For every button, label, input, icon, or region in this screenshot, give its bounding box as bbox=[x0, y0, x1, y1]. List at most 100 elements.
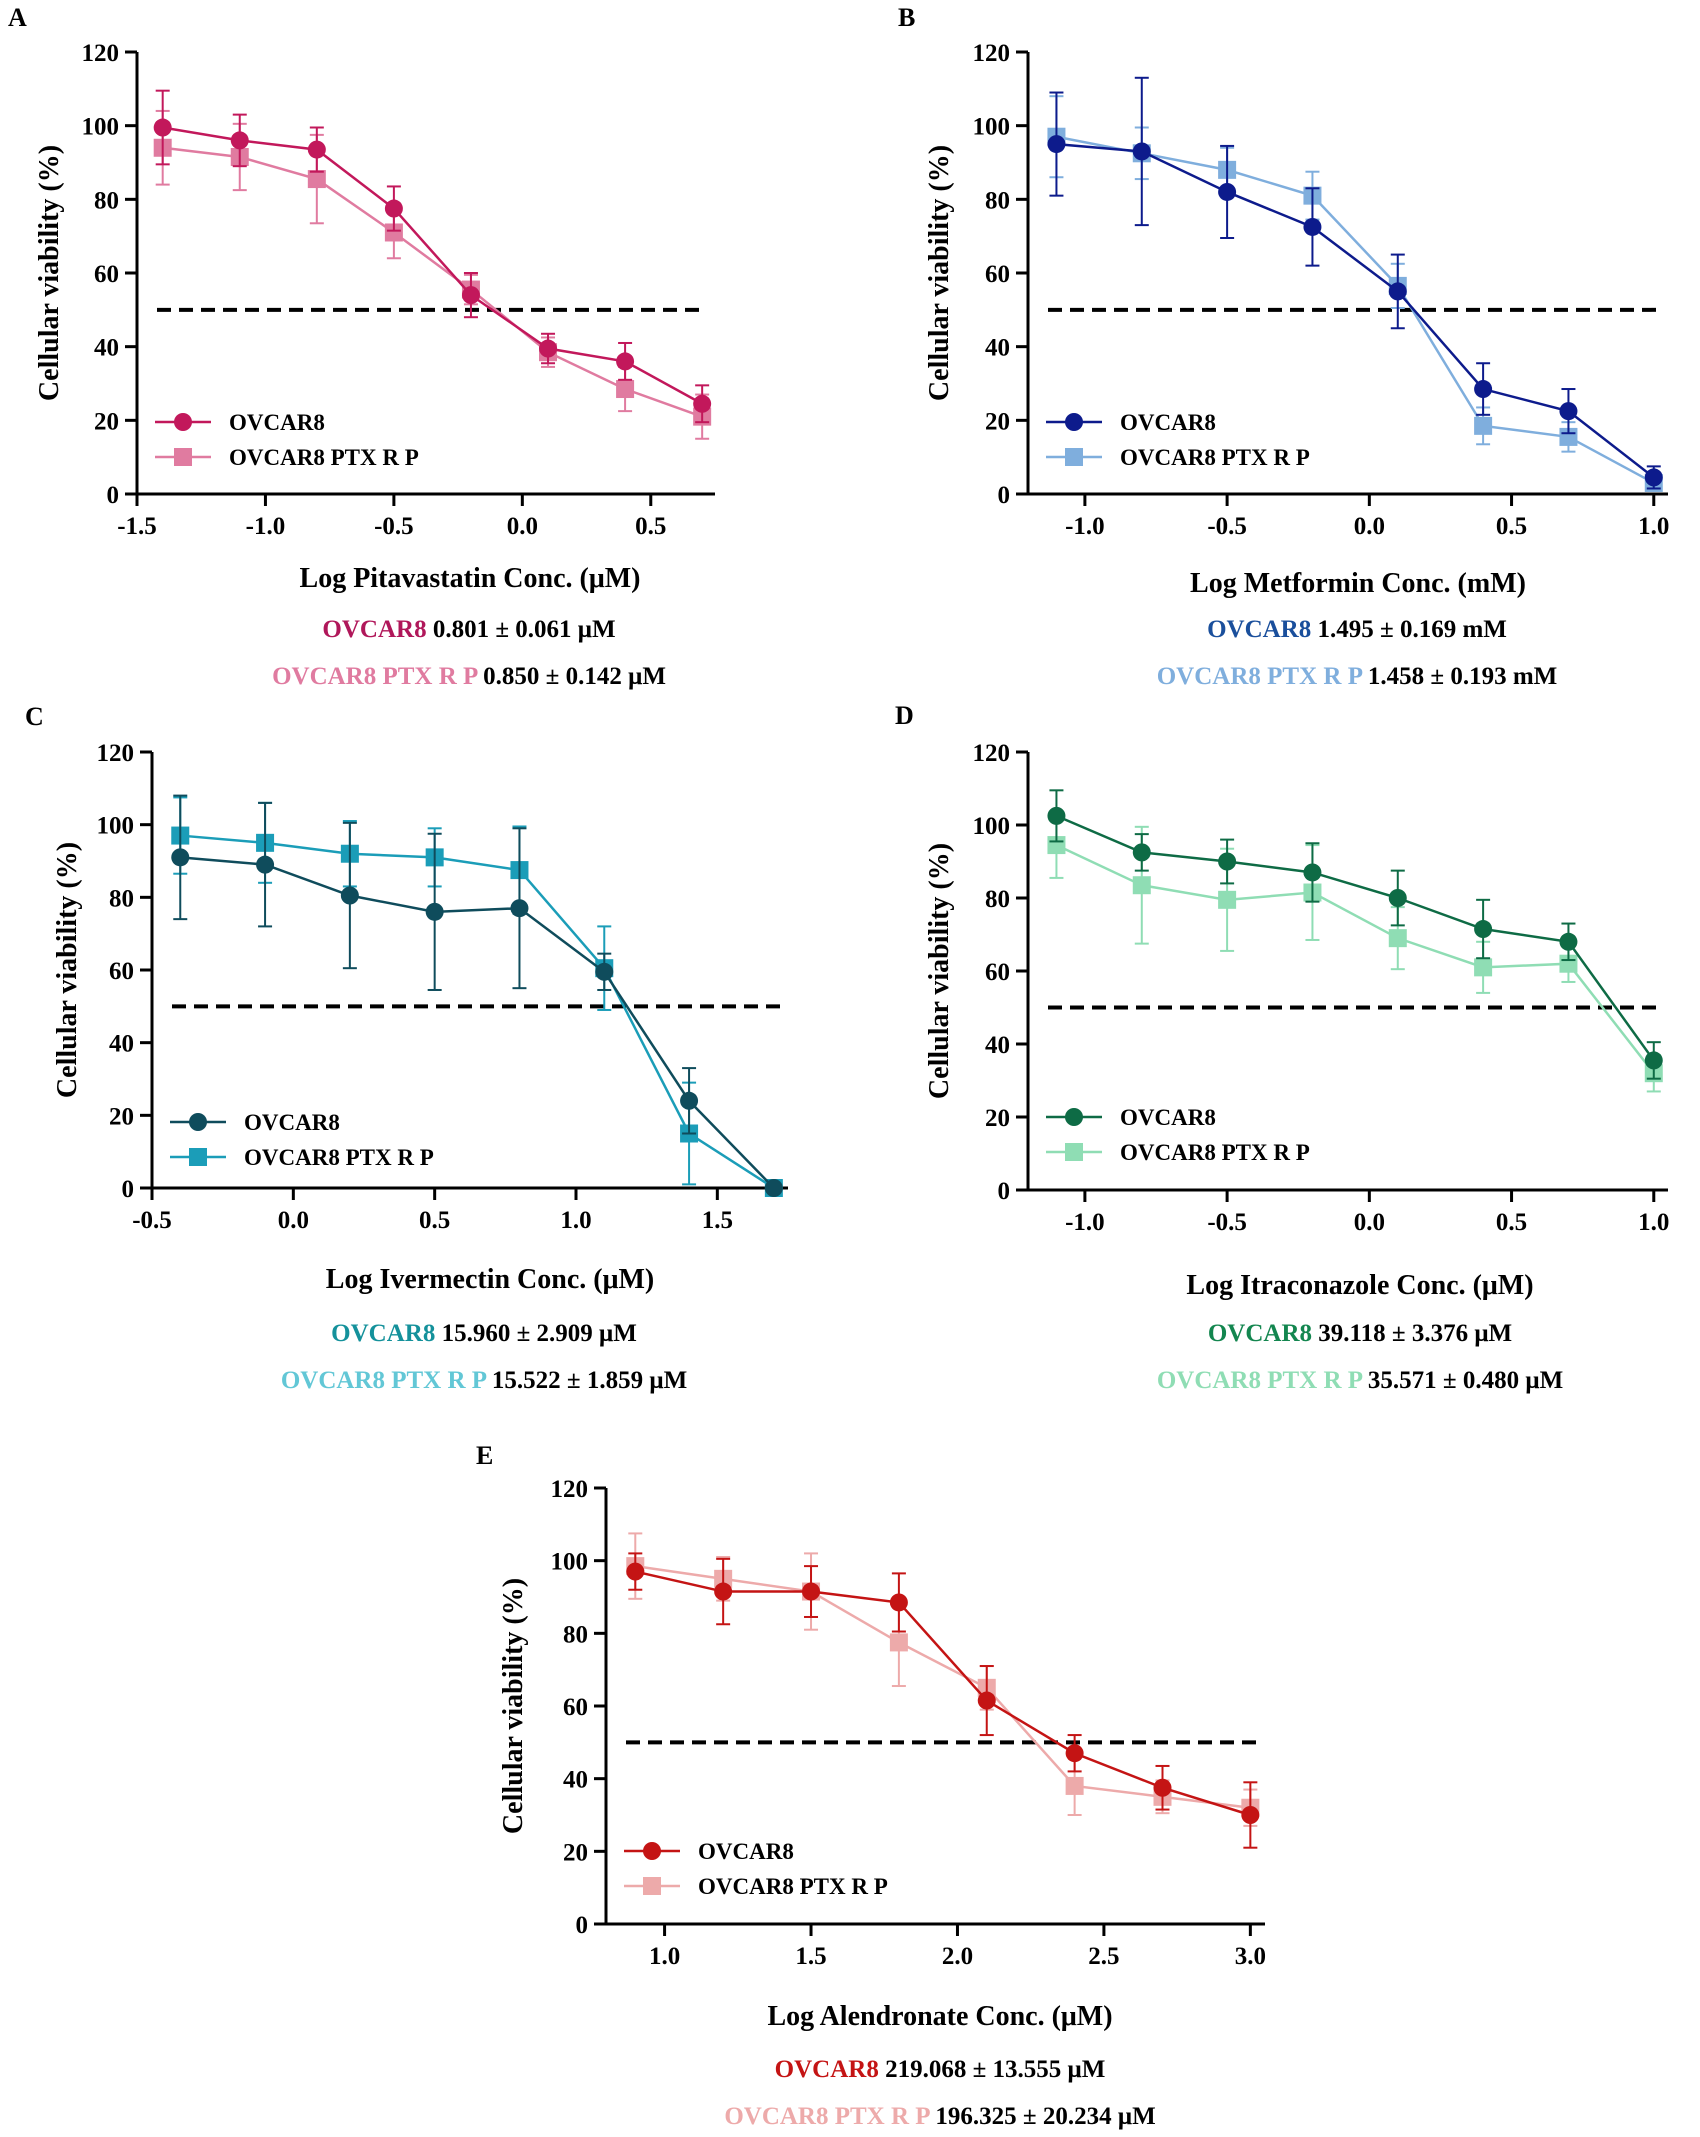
ic50-label-ptx: OVCAR8 PTX R P bbox=[724, 2103, 930, 2130]
x-tick-label: 1.0 bbox=[1638, 1209, 1669, 1236]
y-tick-label: 120 bbox=[551, 1476, 589, 1503]
ic50-label-ovcar8: OVCAR8 bbox=[1207, 616, 1312, 643]
legend-label: OVCAR8 bbox=[698, 1839, 794, 1864]
y-axis-label: Cellular viability (%) bbox=[34, 145, 65, 401]
data-point bbox=[1388, 929, 1407, 948]
x-tick-label: 1.0 bbox=[560, 1207, 591, 1234]
data-point bbox=[256, 855, 275, 874]
legend-label: OVCAR8 bbox=[229, 410, 325, 435]
ic50-label-ptx: OVCAR8 PTX R P bbox=[272, 663, 477, 690]
y-tick-label: 100 bbox=[973, 813, 1011, 840]
data-point bbox=[616, 352, 635, 371]
y-tick-label: 40 bbox=[985, 1032, 1010, 1059]
data-point bbox=[171, 848, 190, 867]
x-tick-label: 1.5 bbox=[795, 1943, 826, 1970]
y-tick-label: 20 bbox=[985, 408, 1010, 435]
y-tick-label: 120 bbox=[82, 40, 120, 67]
x-tick-label: 3.0 bbox=[1235, 1943, 1266, 1970]
panel-a: A 0 20 40 60 80 100 120 -1.5 -1.0 -0.5 0.0 0.5 Log Pi… bbox=[8, 3, 715, 594]
y-tick-label: 80 bbox=[985, 187, 1010, 214]
y-tick-label: 40 bbox=[94, 335, 119, 362]
series-ovcar8 bbox=[171, 794, 783, 1197]
legend-marker bbox=[1065, 1143, 1083, 1161]
data-point bbox=[1047, 135, 1066, 154]
data-point bbox=[1474, 958, 1493, 977]
y-tick-label: 20 bbox=[94, 408, 119, 435]
data-point bbox=[1474, 416, 1493, 435]
y-tick-label: 60 bbox=[985, 261, 1010, 288]
y-axis-label: Cellular viability (%) bbox=[498, 1578, 529, 1834]
legend-label: OVCAR8 PTX R P bbox=[698, 1874, 888, 1899]
y-tick-label: 20 bbox=[563, 1839, 588, 1866]
ic50-label-ovcar8: OVCAR8 bbox=[1207, 1320, 1313, 1347]
legend-marker bbox=[174, 413, 192, 431]
ic50-value-ptx: 15.522 ± 1.859 μM bbox=[491, 1367, 688, 1394]
x-tick-label: 0.0 bbox=[1354, 1209, 1385, 1236]
legend-marker bbox=[189, 1148, 207, 1166]
y-tick-label: 80 bbox=[563, 1621, 588, 1648]
series-line bbox=[162, 146, 703, 418]
data-point bbox=[889, 1633, 908, 1652]
data-point bbox=[1559, 402, 1578, 421]
ic50-value-ovcar8: 219.068 ± 13.555 μM bbox=[885, 2056, 1106, 2083]
data-point bbox=[1474, 380, 1493, 399]
ic50-label-ptx: OVCAR8 PTX R P bbox=[280, 1367, 486, 1394]
series-line bbox=[1055, 843, 1655, 1074]
data-point bbox=[230, 131, 249, 150]
data-point bbox=[425, 902, 444, 921]
y-tick-label: 20 bbox=[985, 1105, 1010, 1132]
legend-marker bbox=[643, 1877, 661, 1895]
data-point bbox=[1388, 889, 1407, 907]
data-point bbox=[384, 223, 403, 242]
data-point bbox=[539, 339, 558, 358]
data-point bbox=[595, 962, 614, 981]
data-point bbox=[1388, 282, 1407, 301]
data-point bbox=[714, 1582, 733, 1601]
ic50-value-ovcar8: 1.495 ± 0.169 mM bbox=[1317, 616, 1507, 643]
ic50-value-ptx: 1.458 ± 0.193 mM bbox=[1367, 663, 1558, 690]
y-tick-label: 60 bbox=[563, 1694, 588, 1721]
x-tick-label: -0.5 bbox=[1207, 513, 1247, 540]
x-axis-label: Log Alendronate Conc. (μM) bbox=[767, 2001, 1112, 2032]
panel-label: D bbox=[895, 701, 914, 730]
ic50-annotation-b: OVCAR8 1.495 ± 0.169 mM OVCAR8 PTX R P 1… bbox=[1007, 615, 1700, 692]
series-line bbox=[180, 856, 775, 1189]
data-point bbox=[764, 1179, 783, 1197]
ic50-label-ovcar8: OVCAR8 bbox=[331, 1320, 436, 1347]
x-tick-label: 0.5 bbox=[1496, 513, 1527, 540]
data-point bbox=[384, 199, 403, 218]
ic50-label-ptx: OVCAR8 PTX R P bbox=[1156, 1367, 1362, 1394]
y-axis-label: Cellular viability (%) bbox=[924, 145, 955, 401]
y-tick-label: 40 bbox=[985, 335, 1010, 362]
y-tick-label: 40 bbox=[109, 1031, 134, 1058]
series-line bbox=[635, 1564, 1251, 1809]
data-point bbox=[889, 1593, 908, 1612]
y-tick-label: 0 bbox=[107, 482, 120, 509]
x-tick-label: 1.0 bbox=[1638, 513, 1669, 540]
data-point bbox=[307, 140, 326, 159]
ic50-value-ovcar8: 39.118 ± 3.376 μM bbox=[1318, 1320, 1513, 1347]
data-point bbox=[1065, 1776, 1084, 1795]
y-tick-label: 0 bbox=[998, 1178, 1011, 1205]
series-line bbox=[1056, 142, 1655, 479]
x-tick-label: 0.5 bbox=[1496, 1209, 1527, 1236]
data-point bbox=[1153, 1778, 1172, 1797]
y-axis-label: Cellular viability (%) bbox=[52, 842, 83, 1098]
data-point bbox=[680, 1091, 699, 1110]
panel-b: B 0 20 40 60 80 100 120 -1.0 -0.5 0.0 0.5 1.0 Log Met… bbox=[898, 3, 1669, 599]
legend-label: OVCAR8 PTX R P bbox=[244, 1145, 434, 1170]
series-ovcar8 bbox=[1047, 76, 1663, 490]
y-tick-label: 100 bbox=[82, 114, 120, 141]
legend: OVCAR8 OVCAR8 PTX R P bbox=[155, 410, 419, 470]
y-tick-label: 120 bbox=[973, 740, 1011, 767]
y-tick-label: 60 bbox=[94, 261, 119, 288]
data-point bbox=[1303, 217, 1322, 236]
ic50-value-ovcar8: 0.801 ± 0.061 μM bbox=[432, 616, 616, 643]
data-point bbox=[1474, 920, 1493, 939]
x-tick-label: -0.5 bbox=[1207, 1209, 1247, 1236]
x-axis-label: Log Pitavastatin Conc. (μM) bbox=[300, 563, 641, 594]
y-tick-label: 120 bbox=[97, 740, 135, 767]
panel-c: C 0 20 40 60 80 100 120 -0.5 0.0 0.5 1.0 1.5 Log Iver… bbox=[25, 702, 788, 1295]
x-tick-label: -1.0 bbox=[246, 513, 286, 540]
data-point bbox=[1132, 142, 1151, 161]
